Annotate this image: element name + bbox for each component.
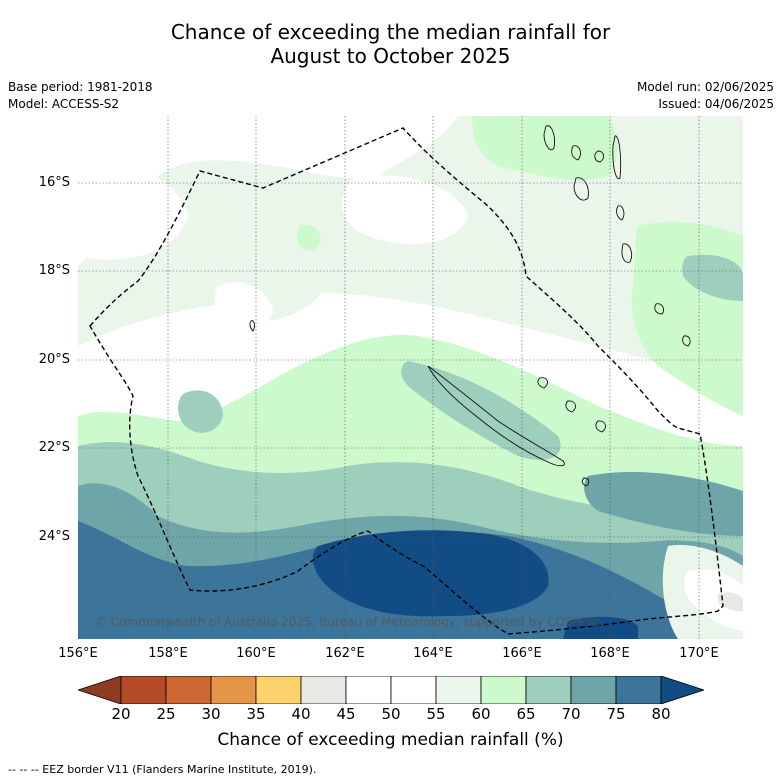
lon-label-170e: 170°E bbox=[679, 646, 719, 661]
meta-right: Model run: 02/06/2025 Issued: 04/06/2025 bbox=[637, 79, 774, 113]
eez-border bbox=[89, 127, 724, 635]
colorbar-segment bbox=[570, 675, 617, 705]
colorbar-tick-label: 45 bbox=[336, 705, 356, 723]
zone-80-plus-s bbox=[563, 616, 638, 639]
zone-80-plus bbox=[313, 530, 549, 617]
zone-50-55-b bbox=[341, 175, 468, 245]
model-name: Model: ACCESS-S2 bbox=[8, 97, 120, 111]
zone-55-60-north bbox=[78, 116, 743, 386]
rainfall-map bbox=[78, 116, 743, 639]
colorbar-tick-label: 70 bbox=[561, 705, 581, 723]
lon-label-156e: 156°E bbox=[58, 646, 98, 661]
lat-label-24s: 24°S bbox=[38, 529, 70, 544]
colorbar-svg bbox=[76, 675, 706, 705]
colorbar-tick-label: 25 bbox=[156, 705, 176, 723]
colorbar-tick-label: 75 bbox=[606, 705, 626, 723]
colorbar-segment bbox=[345, 675, 392, 705]
zone-40-45-se bbox=[718, 592, 743, 612]
issued-date: Issued: 04/06/2025 bbox=[658, 97, 774, 111]
gridlines bbox=[78, 116, 743, 639]
lon-label-162e: 162°E bbox=[325, 646, 365, 661]
lon-label-168e: 168°E bbox=[590, 646, 630, 661]
vanuatu-islands bbox=[543, 125, 691, 487]
colorbar-label: Chance of exceeding median rainfall (%) bbox=[217, 730, 564, 750]
meta-left: Base period: 1981-2018 Model: ACCESS-S2 bbox=[8, 79, 153, 113]
colorbar-segment bbox=[435, 675, 482, 705]
lon-label-160e: 160°E bbox=[236, 646, 276, 661]
colorbar-segment bbox=[480, 675, 527, 705]
copyright-text: © Commonwealth of Australia 2025, Bureau… bbox=[95, 615, 601, 629]
colorbar-segment bbox=[165, 675, 212, 705]
zone-50-55-a bbox=[214, 282, 273, 330]
colorbar bbox=[76, 675, 706, 705]
colorbar-segment bbox=[255, 675, 302, 705]
loyalty-islands bbox=[537, 377, 606, 433]
title-line-2: August to October 2025 bbox=[270, 44, 511, 68]
colorbar-segment bbox=[615, 675, 662, 705]
colorbar-tick-label: 65 bbox=[516, 705, 536, 723]
zone-60-65-e bbox=[631, 221, 743, 416]
new-caledonia-island bbox=[427, 365, 565, 467]
lat-label-22s: 22°S bbox=[38, 440, 70, 455]
colorbar-extend-low bbox=[76, 675, 122, 705]
colorbar-tick-label: 60 bbox=[471, 705, 491, 723]
lat-label-16s: 16°S bbox=[38, 175, 70, 190]
zone-50-55-c bbox=[78, 168, 188, 260]
colorbar-tick-label: 30 bbox=[201, 705, 221, 723]
zone-65-70-ne bbox=[682, 254, 743, 301]
small-island-w bbox=[249, 320, 255, 332]
colorbar-extend-high bbox=[660, 675, 706, 705]
model-run: Model run: 02/06/2025 bbox=[636, 80, 774, 94]
zone-70-75-e bbox=[584, 471, 743, 536]
map-title: Chance of exceeding the median rainfall … bbox=[0, 20, 781, 68]
zone-65-70-w bbox=[177, 390, 223, 433]
colorbar-segment bbox=[390, 675, 437, 705]
colorbar-tick-label: 55 bbox=[426, 705, 446, 723]
lon-label-166e: 166°E bbox=[502, 646, 542, 661]
colorbar-tick-label: 80 bbox=[651, 705, 671, 723]
colorbar-segment bbox=[120, 675, 167, 705]
colorbar-tick-label: 40 bbox=[291, 705, 311, 723]
lat-label-20s: 20°S bbox=[38, 352, 70, 367]
map-canvas bbox=[78, 116, 743, 639]
lon-label-158e: 158°E bbox=[148, 646, 188, 661]
colorbar-tick-label: 50 bbox=[381, 705, 401, 723]
zone-60-65-ne bbox=[472, 116, 618, 181]
colorbar-tick-label: 35 bbox=[246, 705, 266, 723]
colorbar-tick-label: 20 bbox=[111, 705, 131, 723]
lon-label-164e: 164°E bbox=[413, 646, 453, 661]
eez-footnote: -- -- -- EEZ border V11 (Flanders Marine… bbox=[8, 763, 317, 776]
colorbar-segment bbox=[525, 675, 572, 705]
zone-60-65-small bbox=[297, 224, 321, 251]
colorbar-segment bbox=[210, 675, 257, 705]
colorbar-segment bbox=[300, 675, 347, 705]
title-line-1: Chance of exceeding the median rainfall … bbox=[170, 20, 611, 44]
lat-label-18s: 18°S bbox=[38, 263, 70, 278]
base-period: Base period: 1981-2018 bbox=[8, 80, 153, 94]
